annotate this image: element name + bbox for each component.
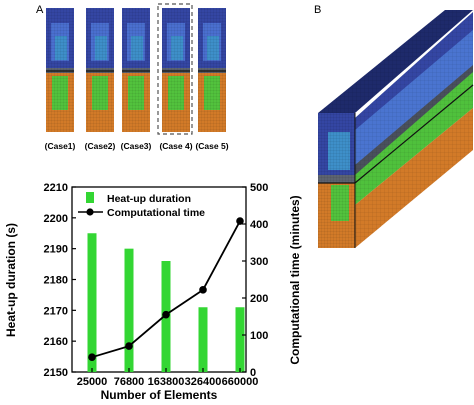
legend: Heat-up duration Computational time: [78, 192, 205, 219]
x-axis-title: Number of Elements: [101, 388, 218, 402]
legend-swatch-heat-up: [86, 192, 94, 203]
y-tick-label-2170: 2170: [44, 305, 68, 317]
case-label-1: (Case1): [45, 141, 76, 151]
case-grid-overlay: [46, 8, 74, 132]
y-axis-title: Heat-up duration (s): [4, 223, 18, 337]
point-326400: [199, 286, 207, 294]
case-label-3: (Case3): [121, 141, 152, 151]
panel-b: B: [314, 4, 474, 248]
bar-76800: [124, 248, 134, 372]
case-labels: (Case1) (Case2) (Case3) (Case 4) (Case 5): [45, 141, 229, 151]
x-tick-label-326400: 326400: [185, 376, 222, 388]
y-axis-right-ticks: 0 100 200 300 400 500: [242, 182, 268, 379]
y2-tick-label-0: 0: [250, 367, 256, 379]
mesh-cases: [46, 8, 226, 132]
y-tick-label-2180: 2180: [44, 275, 68, 287]
x-tick-label-163800: 163800: [148, 376, 185, 388]
legend-label-heat-up: Heat-up duration: [107, 193, 191, 205]
point-76800: [125, 342, 133, 350]
y2-tick-label-200: 200: [250, 293, 268, 305]
x-tick-label-76800: 76800: [114, 376, 145, 388]
mesh-3d-block: [318, 10, 474, 248]
point-163800: [162, 310, 170, 319]
x-tick-label-25000: 25000: [77, 376, 108, 388]
case-grid-overlay: [86, 8, 114, 132]
panel-a: A (Case1) (Case2) (Case3) (Case 4) (Case 5): [36, 3, 229, 151]
block-side-divider: [354, 84, 474, 184]
y2-tick-label-300: 300: [250, 256, 268, 268]
y-tick-label-2150: 2150: [44, 367, 68, 379]
case-mesh-3: [122, 8, 150, 132]
panel-a-letter: A: [36, 4, 44, 16]
line-series: [88, 217, 244, 362]
legend-label-computational: Computational time: [107, 207, 205, 219]
case-grid-overlay: [162, 8, 190, 132]
y2-tick-label-400: 400: [250, 219, 268, 231]
y2-axis-title: Computational time (minutes): [288, 195, 302, 364]
legend-swatch-marker: [86, 208, 94, 216]
point-660000: [236, 217, 244, 225]
case4-highlight-box: [157, 3, 193, 135]
case-label-2: (Case2): [85, 141, 116, 151]
block-front-mesh: [318, 113, 355, 248]
case-label-5: (Case 5): [195, 141, 228, 151]
point-25000: [88, 353, 96, 362]
y-tick-label-2200: 2200: [44, 213, 68, 225]
y-tick-label-2210: 2210: [44, 182, 68, 194]
bar-326400: [198, 307, 208, 372]
y-tick-label-2190: 2190: [44, 244, 68, 256]
case-mesh-2: [86, 8, 114, 132]
y2-tick-label-500: 500: [250, 182, 268, 194]
chart: 2150 2160 2170 2180 2190 2200 2210 0 100 200 300 4…: [4, 182, 302, 402]
case-grid-overlay: [198, 8, 226, 132]
y2-tick-label-100: 100: [250, 330, 268, 342]
x-tick-label-660000: 660000: [222, 376, 259, 388]
panel-b-letter: B: [314, 4, 321, 16]
bar-660000: [235, 307, 245, 372]
case-mesh-5: [198, 8, 226, 132]
case-mesh-1: [46, 8, 74, 132]
case-grid-overlay: [122, 8, 150, 132]
block-top-mesh: [318, 10, 473, 113]
case-label-4: (Case 4): [159, 141, 192, 151]
y-axis-left-ticks: 2150 2160 2170 2180 2190 2200 2210: [44, 182, 76, 379]
x-axis-ticks: 25000 76800 163800 326400 660000: [77, 368, 259, 388]
case-mesh-4: [162, 8, 190, 132]
y-tick-label-2160: 2160: [44, 336, 68, 348]
bar-25000: [87, 233, 97, 372]
block-face-mesh: [355, 12, 473, 248]
